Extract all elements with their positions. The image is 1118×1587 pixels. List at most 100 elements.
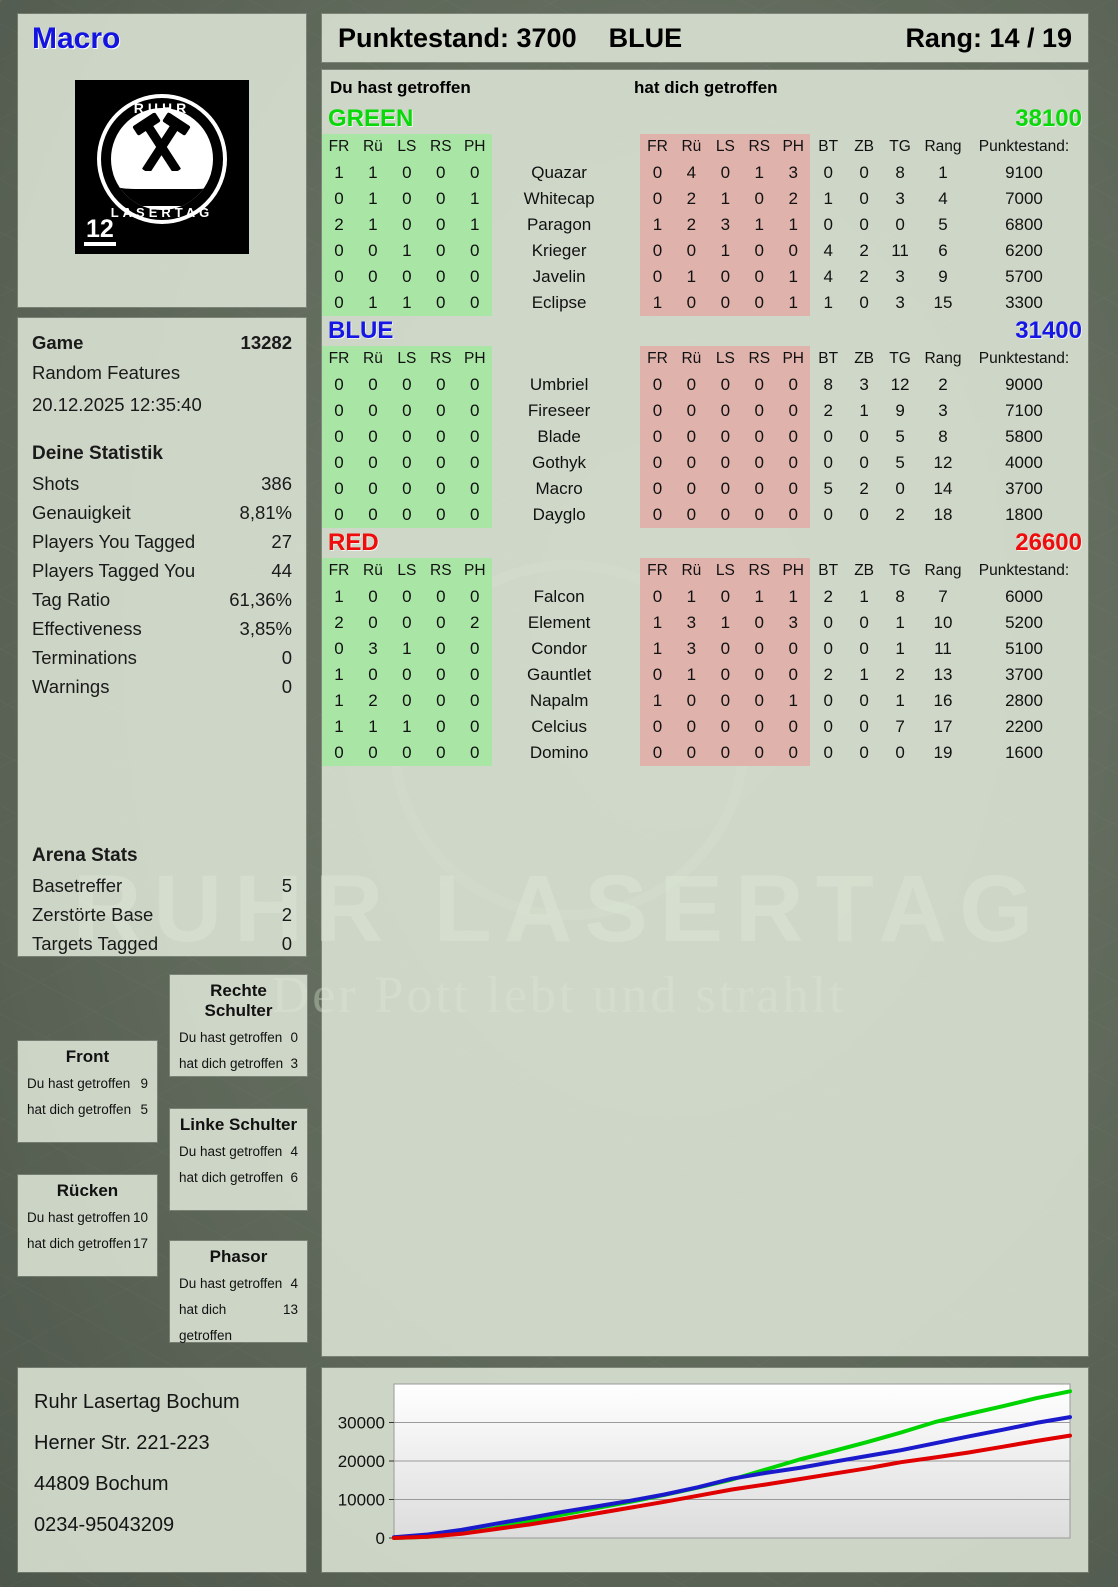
logo-text-top: RUHR [133, 100, 191, 116]
hitbox-you-hit: Du hast getroffen 9 [27, 1071, 148, 1097]
scoreboard-hit-you-header: hat dich getroffen [634, 78, 778, 97]
col-header-you-PH: PH [457, 558, 492, 584]
table-row[interactable]: 1 2 0 0 0 Napalm 1 0 0 0 1 0 0 1 16 2800 [322, 688, 1088, 714]
col-header-them-LS: LS [708, 346, 743, 372]
table-row[interactable]: 0 0 0 0 0 Umbriel 0 0 0 0 0 8 3 12 2 9000 [322, 372, 1088, 398]
hit-you-FR: 1 [640, 290, 675, 316]
hitbox-title: Linke Schulter [179, 1115, 298, 1134]
hit-you-LS: 0 [708, 424, 743, 450]
you-hit-PH: 0 [457, 424, 492, 450]
hit-you-RS: 1 [742, 160, 777, 186]
table-row[interactable]: 0 0 0 0 0 Gothyk 0 0 0 0 0 0 0 5 12 4000 [322, 450, 1088, 476]
hit-you-Rü: 3 [674, 610, 709, 636]
table-row[interactable]: 0 0 0 0 0 Macro 0 0 0 0 0 5 2 0 14 3700 [322, 476, 1088, 502]
player-name-cell: Fireseer [527, 401, 591, 420]
you-hit-FR: 0 [322, 264, 356, 290]
table-row[interactable]: 1 1 1 0 0 Celcius 0 0 0 0 0 0 0 7 17 2200 [322, 714, 1088, 740]
hit-you-Rü: 0 [674, 372, 709, 398]
hit-you-Rü: 1 [674, 584, 709, 610]
hit-you-PH: 0 [776, 662, 811, 688]
hit-you-LS: 0 [708, 740, 743, 766]
header-score: Punktestand: 3700 [338, 22, 577, 53]
cell-tg: 0 [895, 479, 905, 498]
cell-bt: 0 [823, 613, 833, 632]
col-header-TG: TG [889, 562, 911, 579]
you-hit-RS: 0 [423, 372, 458, 398]
you-hit-FR: 1 [322, 714, 356, 740]
cell-tg: 3 [895, 189, 905, 208]
table-row[interactable]: 0 0 0 0 0 Dayglo 0 0 0 0 0 0 0 2 18 1800 [322, 502, 1088, 528]
hit-you-Rü: 1 [674, 662, 709, 688]
col-header-score: Punktestand: [978, 562, 1070, 579]
hitbox-you-hit: Du hast getroffen 4 [179, 1271, 298, 1297]
stat-row: Warnings 0 [32, 672, 292, 701]
cell-score: 4000 [1005, 453, 1043, 472]
col-header-player [492, 558, 641, 584]
you-hit-FR: 0 [322, 740, 356, 766]
table-row[interactable]: 0 0 1 0 0 Krieger 0 0 1 0 0 4 2 11 6 6200 [322, 238, 1088, 264]
you-hit-RS: 0 [423, 688, 458, 714]
player-name-cell: Condor [531, 639, 587, 658]
chart-ytick-label: 30000 [338, 1414, 385, 1433]
you-hit-PH: 0 [457, 584, 492, 610]
cell-rang: 6 [938, 241, 948, 260]
table-row[interactable]: 0 1 0 0 1 Whitecap 0 2 1 0 2 1 0 3 4 7000 [322, 186, 1088, 212]
hit-you-PH: 0 [776, 502, 811, 528]
hitbox-left-shoulder: Linke Schulter Du hast getroffen 4 hat d… [170, 1109, 307, 1210]
table-row[interactable]: 0 0 0 0 0 Fireseer 0 0 0 0 0 2 1 9 3 7100 [322, 398, 1088, 424]
cell-score: 3300 [1005, 293, 1043, 312]
table-row[interactable]: 1 0 0 0 0 Gauntlet 0 1 0 0 0 2 1 2 13 3700 [322, 662, 1088, 688]
table-row[interactable]: 1 0 0 0 0 Falcon 0 1 0 1 1 2 1 8 7 6000 [322, 584, 1088, 610]
you-hit-RS: 0 [423, 714, 458, 740]
you-hit-PH: 0 [457, 160, 492, 186]
table-row[interactable]: 2 1 0 0 1 Paragon 1 2 3 1 1 0 0 0 5 6800 [322, 212, 1088, 238]
you-hit-LS: 0 [389, 450, 424, 476]
score-progression-chart-panel: 0 10000 20000 30000 [322, 1368, 1088, 1572]
cell-zb: 2 [859, 267, 869, 286]
table-row[interactable]: 0 0 0 0 0 Domino 0 0 0 0 0 0 0 0 19 1600 [322, 740, 1088, 766]
player-name-cell: Gauntlet [526, 665, 592, 684]
header-bar: Punktestand: 3700 BLUE Rang: 14 / 19 [322, 14, 1088, 62]
col-header-ZB: ZB [854, 562, 875, 579]
hit-you-PH: 1 [776, 212, 811, 238]
you-hit-FR: 0 [322, 424, 356, 450]
hit-you-LS: 0 [708, 584, 743, 610]
table-row[interactable]: 0 3 1 0 0 Condor 1 3 0 0 0 0 0 1 11 5100 [322, 636, 1088, 662]
cell-bt: 0 [823, 215, 833, 234]
hit-you-Rü: 0 [674, 714, 709, 740]
col-header-you-PH: PH [457, 134, 492, 160]
stat-label: Players Tagged You [32, 560, 196, 581]
table-row[interactable]: 2 0 0 0 2 Element 1 3 1 0 3 0 0 1 10 5200 [322, 610, 1088, 636]
game-id-row: Game 13282 [32, 328, 292, 357]
stat-row: Players Tagged You 44 [32, 556, 292, 585]
you-hit-Rü: 0 [355, 584, 390, 610]
table-row[interactable]: 0 0 0 0 0 Blade 0 0 0 0 0 0 0 5 8 5800 [322, 424, 1088, 450]
col-header-TG: TG [889, 350, 911, 367]
col-header-you-Rü: Rü [355, 558, 390, 584]
cell-zb: 2 [859, 241, 869, 260]
you-hit-FR: 1 [322, 662, 356, 688]
you-hit-PH: 0 [457, 476, 492, 502]
col-header-you-LS: LS [389, 558, 424, 584]
cell-tg: 5 [895, 453, 905, 472]
col-header-you-FR: FR [322, 346, 356, 372]
stat-value: 8,81% [239, 502, 292, 523]
cell-zb: 0 [859, 743, 869, 762]
you-hit-Rü: 0 [355, 502, 390, 528]
stat-row: Effectiveness 3,85% [32, 614, 292, 643]
table-row[interactable]: 1 1 0 0 0 Quazar 0 4 0 1 3 0 0 8 1 9100 [322, 160, 1088, 186]
cell-zb: 0 [859, 639, 869, 658]
you-hit-Rü: 0 [355, 476, 390, 502]
cell-rang: 11 [934, 639, 952, 658]
cell-rang: 19 [933, 743, 953, 762]
hit-you-Rü: 2 [674, 186, 709, 212]
you-hit-RS: 0 [423, 238, 458, 264]
hitbox-hit-you-label: hat dich getroffen [27, 1102, 132, 1117]
cell-rang: 12 [933, 453, 953, 472]
chart-line-red [392, 1433, 1072, 1540]
table-header-row: FR Rü LS RS PH FR Rü LS RS PH BT ZB TG Rang Punktestan… [322, 346, 1088, 372]
table-row[interactable]: 0 1 1 0 0 Eclipse 1 0 0 0 1 1 0 3 15 3300 [322, 290, 1088, 316]
table-row[interactable]: 0 0 0 0 0 Javelin 0 1 0 0 1 4 2 3 9 5700 [322, 264, 1088, 290]
hitbox-hit-you-value: 3 [290, 1056, 298, 1071]
hit-you-RS: 0 [742, 502, 777, 528]
